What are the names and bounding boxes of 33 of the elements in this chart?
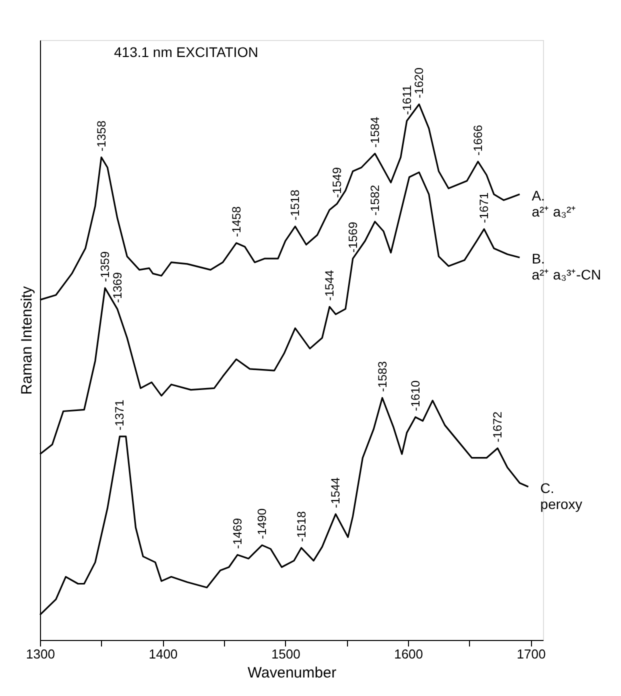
annotation: -1490 [255,508,270,540]
annotation: -1469 [230,518,245,549]
series-label: C. peroxy [540,480,582,512]
annotation: -1610 [408,380,422,412]
annotation: -1371 [112,399,127,430]
x-tick-label: 1600 [394,646,424,662]
x-tick-label: 1400 [148,646,178,662]
series-label: A. a²⁺ a₃²⁺ [532,187,576,220]
annotation: -1518 [288,189,302,220]
annotation: -1544 [322,270,337,301]
annotation: -1544 [328,477,343,508]
chart-title: 413.1 nm EXCITATION [114,44,258,60]
annotation: -1358 [94,120,108,152]
x-tick-label: 1500 [271,646,300,662]
annotation: -1359 [98,251,112,282]
annotation: -1666 [470,124,485,156]
x-tick-label: 1300 [26,646,55,662]
annotation: -1369 [110,272,124,303]
y-axis-title: Raman Intensity [18,286,36,395]
annotation: -1611 [400,84,414,115]
annotation: -1583 [375,360,390,392]
series-label: B. a²⁺ a₃³⁺-CN [532,250,602,282]
annotation: -1518 [294,510,308,542]
x-axis-title: Wavenumber [248,664,336,682]
annotation: -1569 [346,222,360,253]
annotation: -1584 [368,116,382,148]
annotation: -1582 [368,184,382,216]
annotation: -1620 [412,67,426,98]
annotation: -1549 [330,166,344,198]
x-tick-label: 1700 [516,646,546,662]
annotation: -1672 [490,411,505,442]
annotation: -1671 [477,192,492,224]
annotation: -1458 [229,206,244,238]
